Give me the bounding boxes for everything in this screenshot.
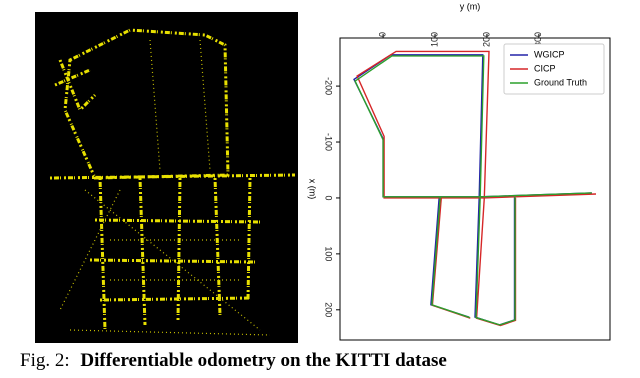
legend-label: WGICP (534, 49, 565, 59)
point-cloud-image (35, 12, 298, 343)
caption-text: Differentiable odometry on the KITTI dat… (80, 350, 446, 371)
trajectory-line (353, 54, 592, 326)
x-tick-label: 100 (429, 32, 439, 47)
x-axis-label: y (m) (460, 1, 481, 11)
y-tick-label: 200 (324, 302, 334, 317)
x-tick-label: 300 (533, 32, 543, 47)
y-axis-label: x (m) (308, 179, 318, 200)
x-tick-label: 0 (377, 32, 387, 37)
legend: WGICP CICP Ground Truth (503, 43, 605, 95)
legend-label: Ground Truth (534, 77, 587, 87)
caption-label: Fig. 2: (20, 350, 70, 371)
y-tick-label: -100 (324, 133, 334, 151)
y-tick-label: -200 (324, 77, 334, 95)
trajectory-line (354, 55, 592, 326)
plot-frame (339, 37, 611, 341)
legend-box (503, 43, 605, 95)
x-tick-label: 200 (481, 32, 491, 47)
trajectory-plot: y (m) x (m) 0 100 200 300 -200 -100 0 100 200 WGI… (308, 1, 611, 341)
y-tick-label: 100 (324, 246, 334, 261)
y-tick-label: 0 (324, 195, 334, 200)
caption: Fig. 2: Differentiable odometry on the K… (20, 350, 447, 371)
legend-label: CICP (534, 63, 556, 73)
